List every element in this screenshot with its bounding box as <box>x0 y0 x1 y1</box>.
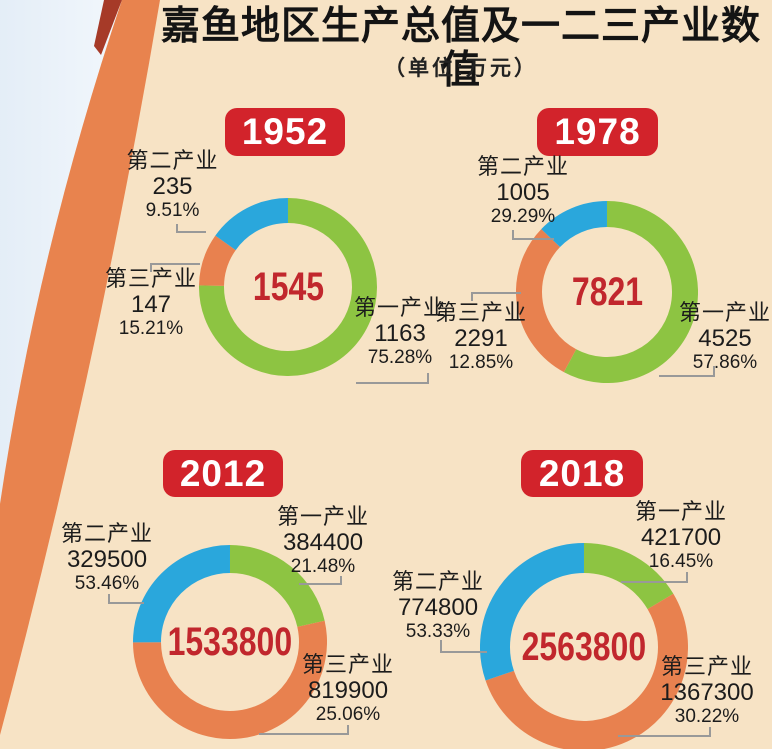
leader-line <box>471 292 521 294</box>
dark-red-sliver <box>94 0 122 55</box>
industry-value: 421700 <box>640 524 722 551</box>
industry-value: 235 <box>152 173 193 200</box>
donut-ring-2018 <box>480 543 688 749</box>
leader-line <box>176 231 206 233</box>
industry-percent: 15.21% <box>118 318 184 339</box>
label-second-industry: 第二产业 235 9.51% <box>115 148 230 221</box>
industry-name: 第一产业 <box>678 300 771 325</box>
leader-line <box>340 576 342 585</box>
industry-value: 329500 <box>66 546 148 573</box>
leader-line <box>347 725 349 735</box>
leader-line <box>150 263 152 272</box>
leader-line <box>709 727 711 737</box>
leader-line <box>440 640 442 653</box>
year-badge-1952: 1952 <box>225 108 345 156</box>
leader-line <box>512 230 514 240</box>
industry-percent: 57.86% <box>692 352 758 373</box>
leader-line <box>108 602 144 604</box>
industry-name: 第二产业 <box>60 521 153 546</box>
industry-percent: 12.85% <box>448 352 514 373</box>
industry-name: 第一产业 <box>353 295 446 320</box>
label-second-industry: 第二产业 774800 53.33% <box>384 569 492 642</box>
industry-value: 1163 <box>374 320 426 347</box>
label-first-industry: 第一产业 4525 57.86% <box>673 300 772 373</box>
industry-percent: 53.46% <box>74 573 140 594</box>
industry-percent: 21.48% <box>290 556 356 577</box>
industry-name: 第二产业 <box>126 148 219 173</box>
leader-line <box>176 224 178 233</box>
leader-line <box>618 735 711 737</box>
donut-ring-2012 <box>132 545 327 739</box>
industry-percent: 75.28% <box>367 347 433 368</box>
label-third-industry: 第三产业 2291 12.85% <box>425 300 537 373</box>
industry-name: 第三产业 <box>434 300 527 325</box>
label-first-industry: 第一产业 421700 16.45% <box>629 499 733 572</box>
leader-line <box>713 366 715 377</box>
industry-name: 第一产业 <box>276 504 369 529</box>
leader-line <box>108 594 110 604</box>
industry-value: 384400 <box>282 529 364 556</box>
leader-line <box>259 733 349 735</box>
page-subtitle: （单位:万元） <box>384 57 538 80</box>
donut-ring-1978 <box>516 201 698 383</box>
leader-line <box>356 382 429 384</box>
industry-name: 第三产业 <box>660 654 753 679</box>
leader-line <box>427 373 429 384</box>
leader-line <box>659 375 715 377</box>
industry-value: 819900 <box>307 677 389 704</box>
leader-line <box>512 238 554 240</box>
leader-line <box>150 263 200 265</box>
label-third-industry: 第三产业 147 15.21% <box>95 266 207 339</box>
industry-value: 4525 <box>698 325 752 352</box>
industry-name: 第一产业 <box>634 499 727 524</box>
industry-value: 1005 <box>496 179 550 206</box>
sky-wedge <box>0 0 122 505</box>
industry-percent: 29.29% <box>490 206 556 227</box>
leader-line <box>621 581 688 583</box>
label-second-industry: 第二产业 1005 29.29% <box>467 154 579 227</box>
year-badge-2012: 2012 <box>163 450 283 497</box>
industry-percent: 9.51% <box>145 200 200 221</box>
industry-percent: 25.06% <box>315 704 381 725</box>
industry-value: 1367300 <box>660 679 754 706</box>
leader-line <box>299 583 342 585</box>
label-third-industry: 第三产业 1367300 30.22% <box>645 654 769 727</box>
leader-line <box>686 572 688 583</box>
page-title: 嘉鱼地区生产总值及一二三产业数值 <box>160 5 761 92</box>
industry-percent: 53.33% <box>405 621 471 642</box>
industry-percent: 30.22% <box>674 706 740 727</box>
industry-name: 第二产业 <box>476 154 569 179</box>
label-second-industry: 第二产业 329500 53.46% <box>52 521 162 594</box>
leader-line <box>471 292 473 301</box>
label-third-industry: 第三产业 819900 25.06% <box>288 652 408 725</box>
year-badge-1978: 1978 <box>537 108 658 156</box>
industry-percent: 16.45% <box>648 551 714 572</box>
donut-ring-1952 <box>199 198 377 376</box>
industry-value: 2291 <box>454 325 508 352</box>
year-badge-2018: 2018 <box>521 450 643 497</box>
industry-name: 第三产业 <box>301 652 394 677</box>
label-first-industry: 第一产业 384400 21.48% <box>268 504 378 577</box>
leader-line <box>440 651 487 653</box>
orange-band <box>0 0 160 735</box>
industry-value: 774800 <box>397 594 479 621</box>
industry-value: 147 <box>130 291 172 318</box>
industry-name: 第二产业 <box>391 569 484 594</box>
label-first-industry: 第一产业 1163 75.28% <box>346 295 454 368</box>
